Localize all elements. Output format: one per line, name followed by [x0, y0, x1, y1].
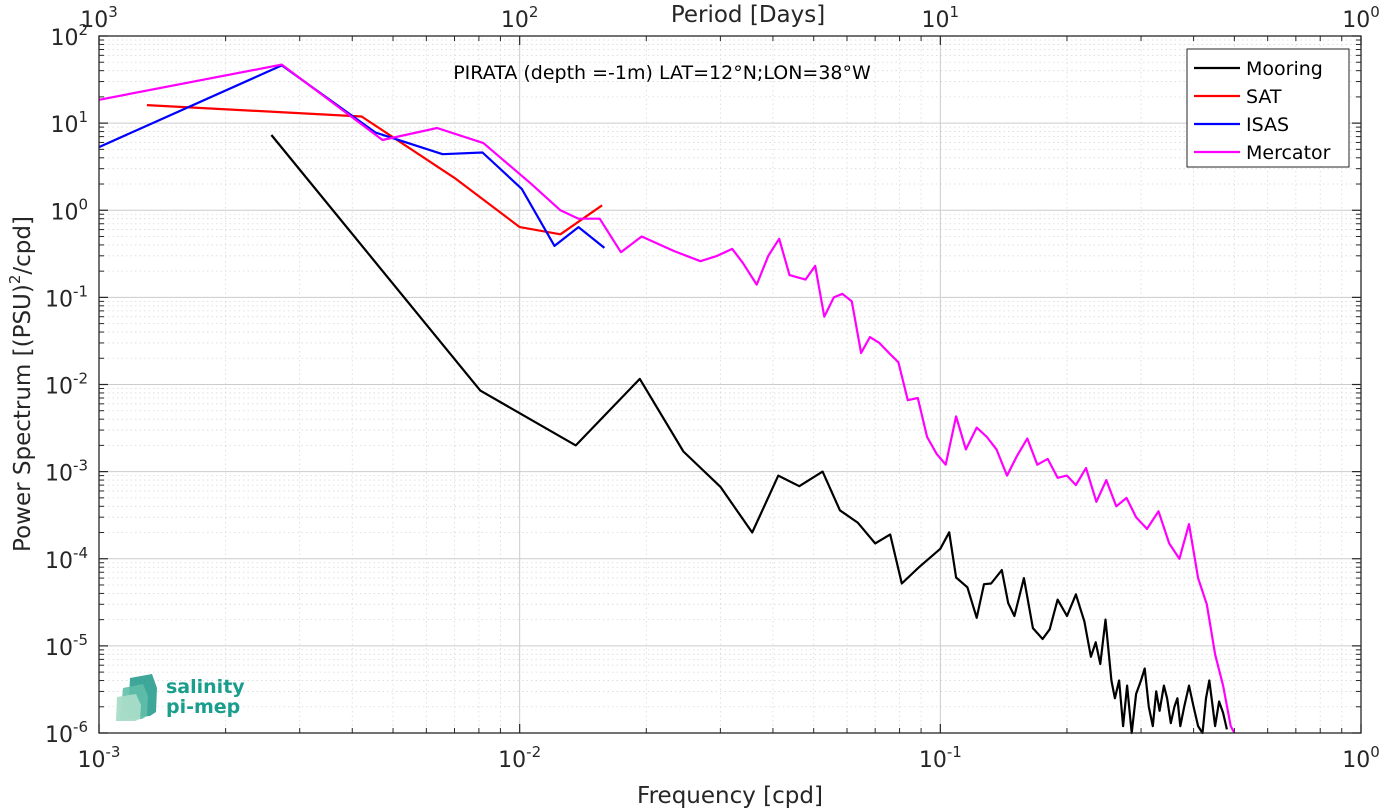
logo-text-pi-mep: pi-mep: [166, 696, 240, 718]
y-tick-label: 10-2: [45, 370, 88, 400]
top-tick-base: 10: [922, 8, 950, 33]
y-tick-label: 101: [50, 108, 88, 138]
top-tick-label: 100: [1342, 3, 1380, 33]
top-tick-base: 10: [501, 8, 529, 33]
y-tick-base: 10: [45, 636, 73, 661]
chart-title: PIRATA (depth =-1m) LAT=12°N;LON=38°W: [453, 62, 871, 84]
y-tick-base: 10: [45, 287, 73, 312]
logo-text-salinity: salinity: [166, 676, 245, 698]
y-tick-exponent: -5: [73, 631, 88, 649]
y-tick-label: 10-3: [45, 457, 88, 487]
x-tick-label: 100: [1342, 743, 1380, 773]
axis-ticks: [98, 35, 1362, 734]
legend-label-mooring: Mooring: [1246, 58, 1323, 80]
logo-wave-front: [116, 694, 141, 721]
y-axis-label-tail: /cpd]: [10, 216, 36, 275]
y-tick-base: 10: [45, 375, 73, 400]
top-tick-base: 10: [80, 8, 108, 33]
y-tick-base: 10: [45, 462, 73, 487]
top-tick-label: 103: [80, 3, 118, 33]
y-axis-label-main: Power Spectrum [(PSU): [10, 284, 36, 552]
y-tick-exponent: -4: [73, 544, 88, 562]
x-tick-base: 10: [78, 748, 106, 773]
series-line-mercator: [98, 63, 1236, 734]
x-tick-exponent: 0: [1370, 743, 1380, 761]
y-tick-label: 100: [50, 195, 88, 225]
series-lines: [98, 63, 1236, 735]
salinity-pi-mep-logo: salinity pi-mep: [116, 674, 245, 721]
y-tick-base: 10: [45, 723, 73, 748]
legend-label-mercator: Mercator: [1246, 142, 1331, 164]
series-line-mooring: [270, 134, 1228, 735]
y-tick-label: 10-6: [45, 718, 88, 748]
top-tick-label: 101: [922, 3, 960, 33]
y-tick-exponent: -1: [73, 282, 88, 300]
top-tick-exponent: 3: [108, 3, 118, 21]
x-tick-label: 10-2: [498, 743, 541, 773]
x-tick-base: 10: [919, 748, 947, 773]
x-tick-base: 10: [498, 748, 526, 773]
legend-entries: Mooring SAT ISAS Mercator: [1194, 58, 1331, 164]
y-tick-base: 10: [50, 200, 78, 225]
top-tick-exponent: 0: [1370, 3, 1380, 21]
y-tick-exponent: 1: [78, 108, 88, 126]
y-tick-base: 10: [50, 26, 78, 51]
series-line-sat: [146, 104, 603, 236]
x-tick-exponent: -1: [947, 743, 962, 761]
x-tick-exponent: -2: [526, 743, 541, 761]
legend-label-isas: ISAS: [1246, 114, 1289, 136]
x-tick-base: 10: [1342, 748, 1370, 773]
top-tick-label: 102: [501, 3, 539, 33]
legend: Mooring SAT ISAS Mercator: [1186, 48, 1350, 168]
y-tick-exponent: -6: [73, 718, 88, 736]
y-tick-label: 10-5: [45, 631, 88, 661]
y-tick-label: 102: [50, 21, 88, 51]
top-tick-base: 10: [1342, 8, 1370, 33]
x-axis-label: Frequency [cpd]: [637, 783, 823, 809]
top-x-axis-label: Period [Days]: [671, 2, 825, 28]
y-axis-label: Power Spectrum [(PSU)2/cpd]: [6, 216, 36, 552]
y-tick-base: 10: [45, 549, 73, 574]
y-tick-exponent: -2: [73, 370, 88, 388]
y-tick-base: 10: [50, 113, 78, 138]
y-tick-exponent: 2: [78, 21, 88, 39]
x-tick-label: 10-3: [78, 743, 121, 773]
y-tick-label: 10-1: [45, 282, 88, 312]
y-axis-label-sup: 2: [6, 275, 24, 285]
y-tick-label: 10-4: [45, 544, 88, 574]
y-tick-exponent: 0: [78, 195, 88, 213]
top-tick-exponent: 2: [529, 3, 539, 21]
top-tick-exponent: 1: [950, 3, 960, 21]
y-tick-exponent: -3: [73, 457, 88, 475]
minor-grid: [99, 36, 1361, 733]
x-tick-exponent: -3: [106, 743, 121, 761]
legend-label-sat: SAT: [1246, 86, 1282, 108]
x-tick-label: 10-1: [919, 743, 962, 773]
